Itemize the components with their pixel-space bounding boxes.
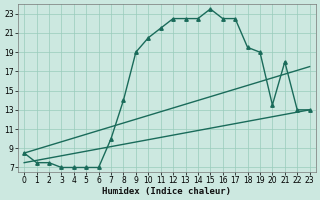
X-axis label: Humidex (Indice chaleur): Humidex (Indice chaleur) [102,187,231,196]
